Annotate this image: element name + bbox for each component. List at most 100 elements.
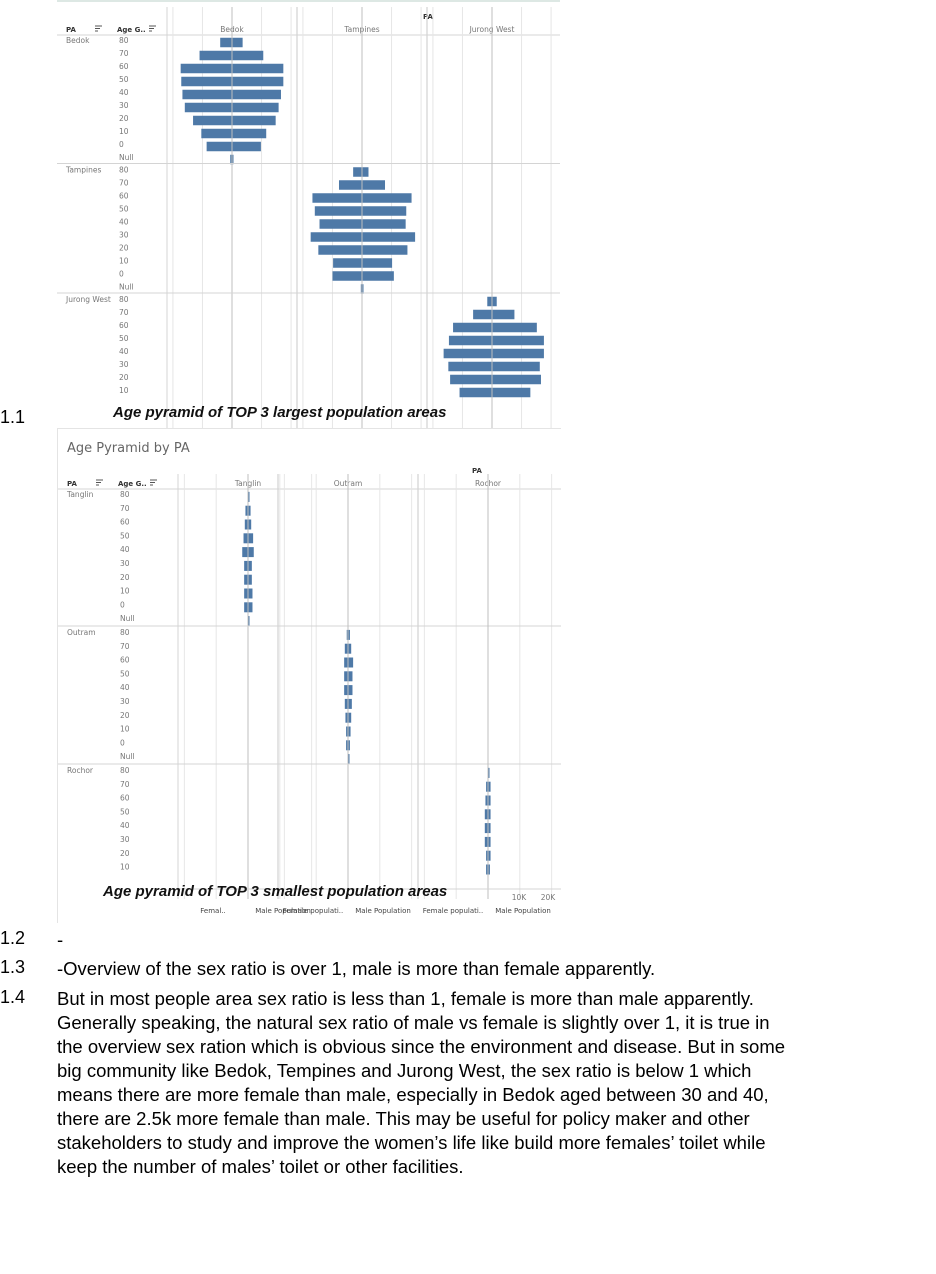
- female-bar: [311, 232, 362, 242]
- item-number-1-4: 1.4: [0, 987, 25, 1008]
- age-group-label: 70: [120, 504, 130, 513]
- age-group-label: 80: [119, 295, 129, 304]
- age-group-label: 10: [119, 127, 129, 136]
- male-bar: [232, 129, 266, 139]
- age-group-label: 50: [119, 75, 129, 84]
- female-bar: [312, 193, 362, 203]
- sort-icon: [96, 480, 103, 485]
- age-group-label: 70: [119, 179, 129, 188]
- female-bar: [344, 671, 348, 681]
- age-group-label: 0: [120, 738, 125, 747]
- age-group-label: Null: [120, 614, 135, 623]
- age-group-label: 10: [120, 863, 130, 872]
- age-group-label: 50: [120, 807, 130, 816]
- sort-icon: [149, 26, 156, 31]
- male-bar: [348, 671, 352, 681]
- age-group-label: 20: [120, 573, 130, 582]
- age-group-label: 30: [120, 559, 130, 568]
- male-bar: [348, 658, 353, 668]
- female-bar: [220, 38, 232, 48]
- female-bar: [318, 245, 362, 255]
- female-bar: [487, 297, 492, 307]
- age-group-label: 10: [120, 725, 130, 734]
- row-label-pa: Rochor: [67, 766, 94, 775]
- female-bar: [444, 349, 492, 359]
- age-group-label: Null: [120, 752, 135, 761]
- paragraph-line: the overview sex ration which is obvious…: [57, 1035, 928, 1059]
- age-group-label: 40: [119, 88, 129, 97]
- age-group-label: 10: [119, 257, 129, 266]
- male-bar: [492, 336, 544, 346]
- male-bar: [362, 193, 412, 203]
- male-bar: [232, 51, 263, 61]
- age-group-label: 20: [119, 373, 129, 382]
- age-group-label: 0: [119, 140, 124, 149]
- pyramid-chart-smallest: Age Pyramid by PA PA PA Age G.. Tanglin Outra…: [57, 428, 561, 923]
- item-number-1-3: 1.3: [0, 957, 25, 978]
- female-bar: [244, 561, 248, 571]
- female-bar: [333, 271, 363, 281]
- age-group-label: 80: [120, 766, 130, 775]
- male-bar: [248, 547, 254, 557]
- female-bar: [344, 685, 348, 695]
- female-bar: [244, 589, 248, 599]
- age-group-label: 40: [119, 347, 129, 356]
- female-bar: [339, 180, 362, 190]
- age-group-label: 20: [120, 849, 130, 858]
- row-header-pa: PA: [67, 480, 77, 488]
- male-bar: [348, 699, 352, 709]
- pyramid-chart-smallest-svg: Age Pyramid by PA PA PA Age G.. Tanglin Outra…: [58, 429, 561, 923]
- male-bar: [362, 245, 407, 255]
- item-1-3-text: -Overview of the sex ratio is over 1, ma…: [57, 957, 928, 981]
- age-group-label: 20: [120, 711, 130, 720]
- male-bar: [232, 77, 283, 87]
- female-bar: [193, 116, 232, 126]
- age-group-label: 30: [120, 697, 130, 706]
- age-group-label: 10: [120, 587, 130, 596]
- item-1-2-text: -: [57, 928, 928, 952]
- paragraph-line: stakeholders to study and improve the wo…: [57, 1131, 928, 1155]
- male-bar: [348, 685, 352, 695]
- male-bar: [248, 602, 252, 612]
- age-group-label: 50: [119, 334, 129, 343]
- male-bar: [362, 258, 392, 268]
- female-bar: [453, 323, 492, 333]
- male-bar: [232, 90, 281, 100]
- male-bar: [362, 206, 406, 216]
- age-group-label: 80: [120, 490, 130, 499]
- footer-measure-label: Femal..: [200, 907, 225, 915]
- male-bar: [492, 375, 541, 385]
- male-bar: [232, 142, 261, 152]
- female-bar: [353, 167, 362, 177]
- male-bar: [492, 297, 497, 307]
- female-bar: [344, 658, 348, 668]
- chart-caption-smallest: Age pyramid of TOP 3 smallest population…: [103, 883, 447, 900]
- age-group-label: 0: [119, 270, 124, 279]
- x-tick-label: 10K: [512, 893, 528, 902]
- footer-measure-label: Female populati..: [423, 907, 484, 915]
- paragraph-line: Generally speaking, the natural sex rati…: [57, 1011, 928, 1035]
- age-group-label: 80: [120, 628, 130, 637]
- item-number-1-2: 1.2: [0, 928, 25, 949]
- age-group-label: 70: [120, 780, 130, 789]
- age-group-label: 60: [119, 192, 129, 201]
- female-bar: [320, 219, 362, 229]
- male-bar: [492, 310, 514, 320]
- age-group-label: 40: [120, 683, 130, 692]
- paragraph-line: keep the number of males’ toilet or othe…: [57, 1155, 928, 1179]
- male-bar: [248, 561, 252, 571]
- female-bar: [185, 103, 232, 113]
- male-bar: [232, 103, 279, 113]
- chart-title: Age Pyramid by PA: [67, 441, 190, 456]
- age-group-label: 40: [119, 218, 129, 227]
- female-bar: [242, 547, 248, 557]
- male-bar: [232, 64, 283, 74]
- age-group-label: 30: [120, 835, 130, 844]
- age-group-label: 70: [120, 642, 130, 651]
- female-bar: [244, 533, 248, 543]
- male-bar: [492, 323, 537, 333]
- age-group-label: 30: [119, 231, 129, 240]
- age-group-label: 70: [119, 308, 129, 317]
- female-bar: [333, 258, 362, 268]
